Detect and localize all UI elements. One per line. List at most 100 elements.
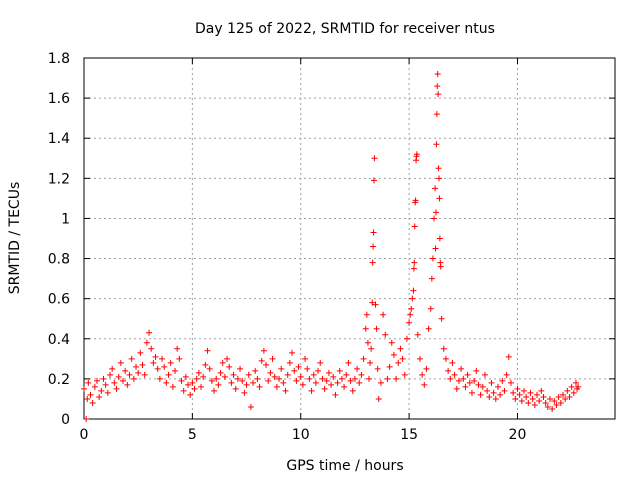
data-point xyxy=(109,365,116,372)
data-point xyxy=(299,381,306,388)
data-point xyxy=(215,381,222,388)
data-point xyxy=(256,383,263,390)
data-point xyxy=(187,391,194,398)
y-tick-label: 0 xyxy=(61,412,70,428)
data-point xyxy=(505,353,512,360)
data-point xyxy=(245,371,252,378)
data-point xyxy=(213,375,220,382)
data-point xyxy=(308,387,315,394)
data-point xyxy=(462,383,469,390)
data-point xyxy=(370,177,377,184)
data-point xyxy=(278,365,285,372)
data-point xyxy=(289,349,296,356)
data-point xyxy=(304,365,311,372)
data-point xyxy=(435,91,442,98)
data-point xyxy=(81,385,87,392)
data-point xyxy=(436,235,443,242)
data-point xyxy=(570,389,577,396)
y-tick-label: 1.8 xyxy=(48,51,70,67)
data-point xyxy=(551,397,558,404)
data-point xyxy=(540,393,547,400)
data-point xyxy=(310,371,317,378)
data-point xyxy=(520,387,527,394)
data-point xyxy=(113,385,120,392)
data-point xyxy=(384,375,391,382)
data-point xyxy=(403,335,410,342)
data-point xyxy=(332,391,339,398)
data-point xyxy=(96,393,103,400)
y-axis-ticks: 0 0.2 0.4 0.6 0.8 1 1.2 1.4 1.6 1.8 xyxy=(48,51,615,428)
data-point xyxy=(267,369,274,376)
data-point xyxy=(557,399,564,406)
data-point xyxy=(518,397,525,404)
data-point xyxy=(117,359,124,366)
data-point xyxy=(555,393,562,400)
data-point xyxy=(423,365,430,372)
data-point xyxy=(334,379,341,386)
data-point xyxy=(156,375,163,382)
data-point xyxy=(124,381,131,388)
data-point xyxy=(468,389,475,396)
data-point xyxy=(217,369,224,376)
data-point xyxy=(370,229,377,236)
data-point xyxy=(479,383,486,390)
data-point xyxy=(564,387,571,394)
data-point xyxy=(360,355,367,362)
data-point xyxy=(243,381,250,388)
data-point xyxy=(291,367,298,374)
data-point xyxy=(490,389,497,396)
data-point xyxy=(271,373,278,380)
data-point xyxy=(419,371,426,378)
data-point xyxy=(87,391,94,398)
data-point xyxy=(297,373,304,380)
data-point xyxy=(380,311,387,318)
data-point xyxy=(232,385,239,392)
data-point xyxy=(445,367,452,374)
data-point xyxy=(224,355,231,362)
data-point xyxy=(369,299,376,306)
data-point xyxy=(343,371,350,378)
data-point xyxy=(146,329,153,336)
data-point xyxy=(494,383,501,390)
data-point xyxy=(432,209,439,216)
data-point xyxy=(280,379,287,386)
data-point xyxy=(512,395,519,402)
data-point xyxy=(546,395,553,402)
data-point xyxy=(382,331,389,338)
data-point xyxy=(433,141,440,148)
data-point xyxy=(388,339,395,346)
data-point xyxy=(401,371,408,378)
data-point xyxy=(94,377,101,384)
data-point xyxy=(410,265,417,272)
data-point xyxy=(377,379,384,386)
data-point xyxy=(169,383,176,390)
y-tick-label: 1.2 xyxy=(48,171,70,187)
data-point xyxy=(416,355,423,362)
data-point xyxy=(286,359,293,366)
data-point xyxy=(364,339,371,346)
data-point xyxy=(206,365,213,372)
data-point xyxy=(221,373,228,380)
data-point xyxy=(239,377,246,384)
data-point xyxy=(488,379,495,386)
data-point xyxy=(486,393,493,400)
data-point xyxy=(432,245,439,252)
data-point xyxy=(366,375,373,382)
data-point xyxy=(432,185,439,192)
data-point xyxy=(397,345,404,352)
data-point xyxy=(413,151,420,158)
data-point xyxy=(437,263,444,270)
data-point xyxy=(549,405,556,412)
data-point xyxy=(128,355,135,362)
data-point xyxy=(356,379,363,386)
data-point xyxy=(510,389,517,396)
data-point xyxy=(544,403,551,410)
data-point xyxy=(198,383,205,390)
data-point xyxy=(414,331,421,338)
data-point xyxy=(369,259,376,266)
data-point xyxy=(399,355,406,362)
data-point xyxy=(372,301,379,308)
data-point xyxy=(269,355,276,362)
data-point xyxy=(411,259,418,266)
data-point xyxy=(167,359,174,366)
